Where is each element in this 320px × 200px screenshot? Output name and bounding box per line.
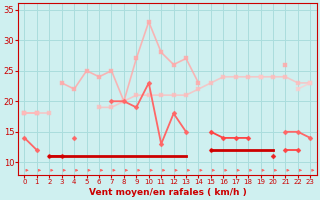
X-axis label: Vent moyen/en rafales ( km/h ): Vent moyen/en rafales ( km/h ): [89, 188, 246, 197]
